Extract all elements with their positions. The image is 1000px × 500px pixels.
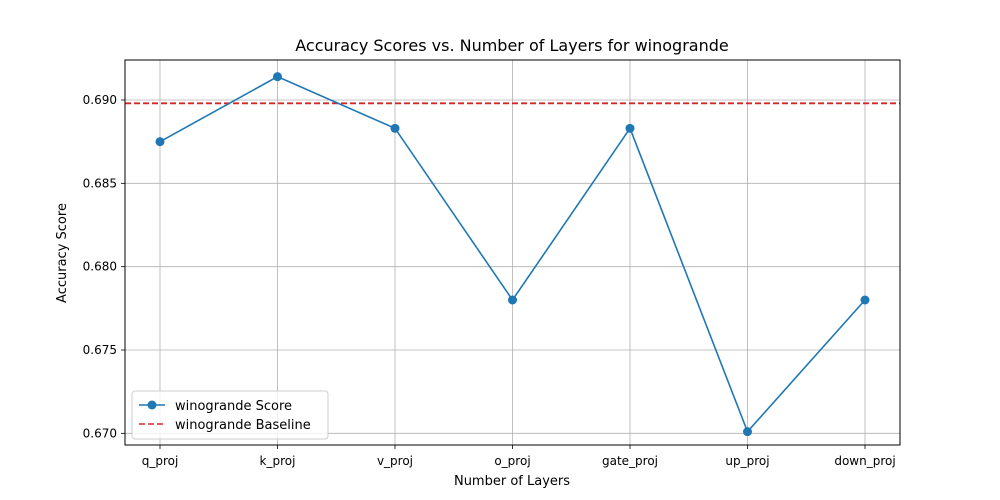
data-point-o_proj (508, 295, 517, 305)
data-point-gate_proj (625, 123, 635, 133)
x-tick-label-v_proj: v_proj (377, 454, 413, 468)
x-tick-label-o_proj: o_proj (494, 454, 530, 468)
y-tick-label-4: 0.690 (83, 93, 117, 107)
x-axis-ticks: q_proj k_proj v_proj o_proj gate_proj up_proj… (142, 445, 896, 468)
y-tick-label-1: 0.675 (83, 343, 117, 357)
legend-baseline-label: winogrande Baseline (175, 418, 311, 433)
data-point-v_proj (390, 123, 400, 133)
legend-series-marker-swatch (147, 400, 157, 410)
x-tick-label-gate_proj: gate_proj (602, 454, 658, 468)
x-tick-label-up_proj: up_proj (725, 454, 769, 468)
x-axis-label: Number of Layers (454, 474, 570, 489)
chart-title: Accuracy Scores vs. Number of Layers for… (295, 36, 728, 55)
y-tick-label-2: 0.680 (83, 260, 117, 274)
y-axis-ticks: 0.670 0.675 0.680 0.685 0.690 (83, 93, 125, 440)
y-tick-label-0: 0.670 (83, 426, 117, 440)
legend: winogrande Score winogrande Baseline (131, 390, 329, 440)
x-tick-label-k_proj: k_proj (260, 454, 296, 468)
data-point-k_proj (273, 72, 282, 82)
data-point-down_proj (860, 295, 870, 305)
x-tick-label-q_proj: q_proj (142, 454, 179, 468)
y-axis-label: Accuracy Score (55, 203, 70, 303)
y-tick-label-3: 0.685 (83, 176, 117, 190)
legend-box (131, 390, 329, 440)
x-tick-label-down_proj: down_proj (834, 454, 895, 468)
data-point-up_proj (743, 427, 752, 437)
legend-series-label: winogrande Score (175, 399, 292, 414)
data-point-q_proj (155, 137, 165, 147)
series-layer (155, 72, 870, 437)
